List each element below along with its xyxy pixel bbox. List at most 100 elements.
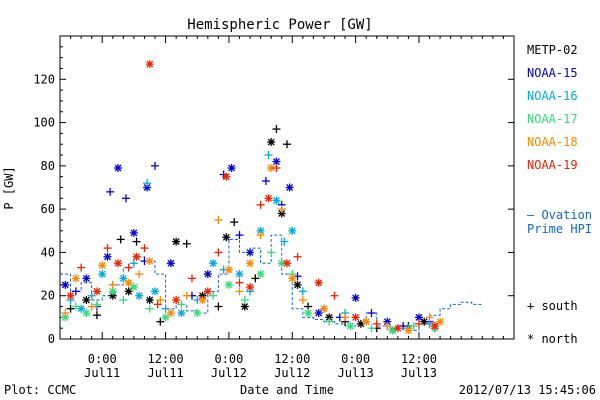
data-point xyxy=(383,317,392,326)
data-point xyxy=(235,270,244,279)
data-point xyxy=(145,296,154,305)
data-point xyxy=(209,259,218,268)
data-point xyxy=(330,291,339,300)
data-point xyxy=(87,291,96,300)
data-point xyxy=(135,270,144,279)
x-tick-date-label: Jul13 xyxy=(338,366,374,380)
data-point xyxy=(172,296,181,305)
y-tick-label: 120 xyxy=(33,72,55,86)
data-point xyxy=(61,309,70,318)
data-point xyxy=(132,252,141,261)
data-point xyxy=(293,280,302,289)
x-tick-time-label: 0:00 xyxy=(214,352,243,366)
data-point xyxy=(224,265,233,274)
data-point xyxy=(246,259,255,268)
data-point xyxy=(277,205,286,214)
legend-item-noaa17: NOAA-17 xyxy=(527,112,578,126)
data-point xyxy=(124,287,133,296)
data-point xyxy=(124,263,133,272)
data-point xyxy=(272,164,281,173)
data-point xyxy=(362,317,371,326)
data-point xyxy=(325,317,334,326)
data-point xyxy=(235,231,244,240)
footer-plot-label: Plot: CCMC xyxy=(4,383,76,397)
data-point xyxy=(71,302,80,311)
data-point xyxy=(161,304,170,313)
data-point xyxy=(98,261,107,270)
data-point xyxy=(114,259,123,268)
data-point xyxy=(404,326,413,335)
x-tick-time-label: 12:00 xyxy=(148,352,184,366)
data-point xyxy=(132,237,141,246)
legend-north-marker: * north xyxy=(527,332,578,346)
data-point xyxy=(177,309,186,318)
data-point xyxy=(372,319,381,328)
data-point xyxy=(222,172,231,181)
data-point xyxy=(129,283,138,292)
y-tick-label: 80 xyxy=(41,159,55,173)
data-point xyxy=(71,274,80,283)
data-point xyxy=(92,287,101,296)
data-point xyxy=(425,313,434,322)
data-point xyxy=(66,291,75,300)
data-point xyxy=(267,248,276,257)
legend-item-metp02: METP-02 xyxy=(527,43,578,57)
data-point xyxy=(351,313,360,322)
y-tick-label: 100 xyxy=(33,116,55,130)
data-point xyxy=(129,259,138,268)
data-point xyxy=(82,309,91,318)
data-point xyxy=(288,274,297,283)
data-point xyxy=(280,237,289,246)
data-point xyxy=(272,125,281,134)
data-point xyxy=(61,280,70,289)
data-point xyxy=(92,300,101,309)
data-point xyxy=(116,235,125,244)
data-point xyxy=(187,274,196,283)
data-point xyxy=(256,270,265,279)
data-point xyxy=(166,309,175,318)
y-tick-label: 40 xyxy=(41,245,55,259)
legend-ovation-line2: Prime HPI xyxy=(527,222,592,236)
data-point xyxy=(367,309,376,318)
data-point xyxy=(314,278,323,287)
x-tick-date-label: Jul11 xyxy=(148,366,184,380)
x-axis-label: Date and Time xyxy=(240,383,334,397)
data-point xyxy=(351,293,360,302)
data-point xyxy=(256,200,265,209)
data-point xyxy=(240,296,249,305)
legend-ovation-line1: – Ovation xyxy=(527,208,592,222)
data-point xyxy=(264,194,273,203)
data-point xyxy=(129,228,138,237)
data-point xyxy=(172,237,181,246)
chart-title: Hemispheric Power [GW] xyxy=(187,17,372,33)
data-point xyxy=(277,259,286,268)
data-point xyxy=(151,287,160,296)
data-point xyxy=(145,60,154,69)
data-point xyxy=(298,296,307,305)
legend: METP-02 NOAA-15 NOAA-16 NOAA-17 NOAA-18 … xyxy=(527,43,592,346)
data-point xyxy=(298,287,307,296)
data-point xyxy=(151,161,160,170)
data-point xyxy=(251,274,260,283)
data-point xyxy=(82,274,91,283)
data-point xyxy=(246,248,255,257)
data-point xyxy=(341,313,350,322)
x-tick-date-label: Jul12 xyxy=(211,366,247,380)
data-point xyxy=(156,317,165,326)
data-point xyxy=(135,291,144,300)
data-point xyxy=(193,309,202,318)
data-point xyxy=(235,278,244,287)
data-point xyxy=(227,164,236,173)
data-point xyxy=(166,259,175,268)
data-point xyxy=(82,296,91,305)
data-point xyxy=(161,313,170,322)
data-point xyxy=(256,231,265,240)
data-point xyxy=(230,218,239,227)
data-point xyxy=(143,179,152,188)
x-tick-date-label: Jul11 xyxy=(84,366,120,380)
data-point xyxy=(283,259,291,268)
data-point xyxy=(103,252,112,261)
data-point xyxy=(145,304,154,313)
data-point xyxy=(246,283,255,292)
